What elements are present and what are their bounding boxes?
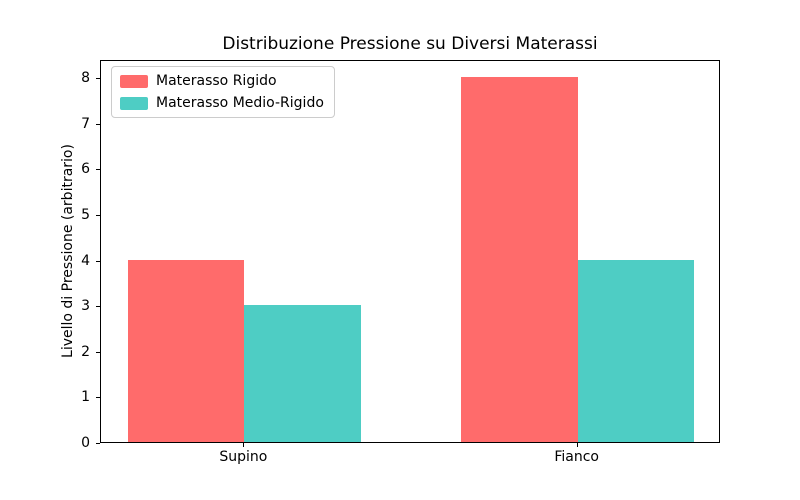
y-tick-mark bbox=[96, 78, 100, 80]
bar-materasso-rigido-supino bbox=[127, 259, 245, 442]
y-tick-mark bbox=[96, 260, 100, 262]
y-tick-mark bbox=[96, 397, 100, 399]
y-tick-label: 0 bbox=[81, 435, 90, 451]
chart-title: Distribuzione Pressione su Diversi Mater… bbox=[222, 34, 598, 54]
y-tick-mark bbox=[96, 169, 100, 171]
y-tick-label: 8 bbox=[81, 70, 90, 87]
y-tick-mark bbox=[96, 123, 100, 125]
bar-materasso-rigido-fianco bbox=[461, 77, 578, 442]
y-tick-label: 6 bbox=[81, 161, 90, 178]
bar-materasso-medio-rigido-supino bbox=[244, 305, 361, 442]
y-tick-label: 2 bbox=[81, 343, 90, 360]
y-tick-label: 1 bbox=[81, 389, 90, 406]
legend-label: Materasso Rigido bbox=[156, 73, 277, 89]
y-tick-mark bbox=[96, 443, 100, 444]
legend-label: Materasso Medio-Rigido bbox=[156, 95, 324, 111]
legend-swatch-icon bbox=[120, 74, 148, 88]
legend-item: Materasso Medio-Rigido bbox=[120, 95, 324, 111]
x-tick-label: Supino bbox=[219, 449, 268, 465]
y-tick-mark bbox=[96, 215, 100, 217]
y-tick-mark bbox=[96, 351, 100, 353]
x-tick-label: Fianco bbox=[554, 449, 599, 465]
bar-materasso-medio-rigido-fianco bbox=[577, 259, 695, 442]
y-tick-label: 3 bbox=[81, 298, 90, 315]
y-tick-mark bbox=[96, 306, 100, 308]
y-tick-label: 4 bbox=[81, 252, 90, 269]
legend-swatch-icon bbox=[120, 96, 148, 110]
legend: Materasso Rigido Materasso Medio-Rigido bbox=[111, 66, 335, 118]
legend-item: Materasso Rigido bbox=[120, 73, 324, 89]
x-tick-mark bbox=[243, 443, 245, 447]
x-tick-mark bbox=[576, 443, 578, 447]
y-tick-label: 7 bbox=[81, 115, 90, 132]
y-tick-label: 5 bbox=[81, 207, 90, 224]
plot-area: Materasso Rigido Materasso Medio-Rigido bbox=[100, 60, 720, 443]
